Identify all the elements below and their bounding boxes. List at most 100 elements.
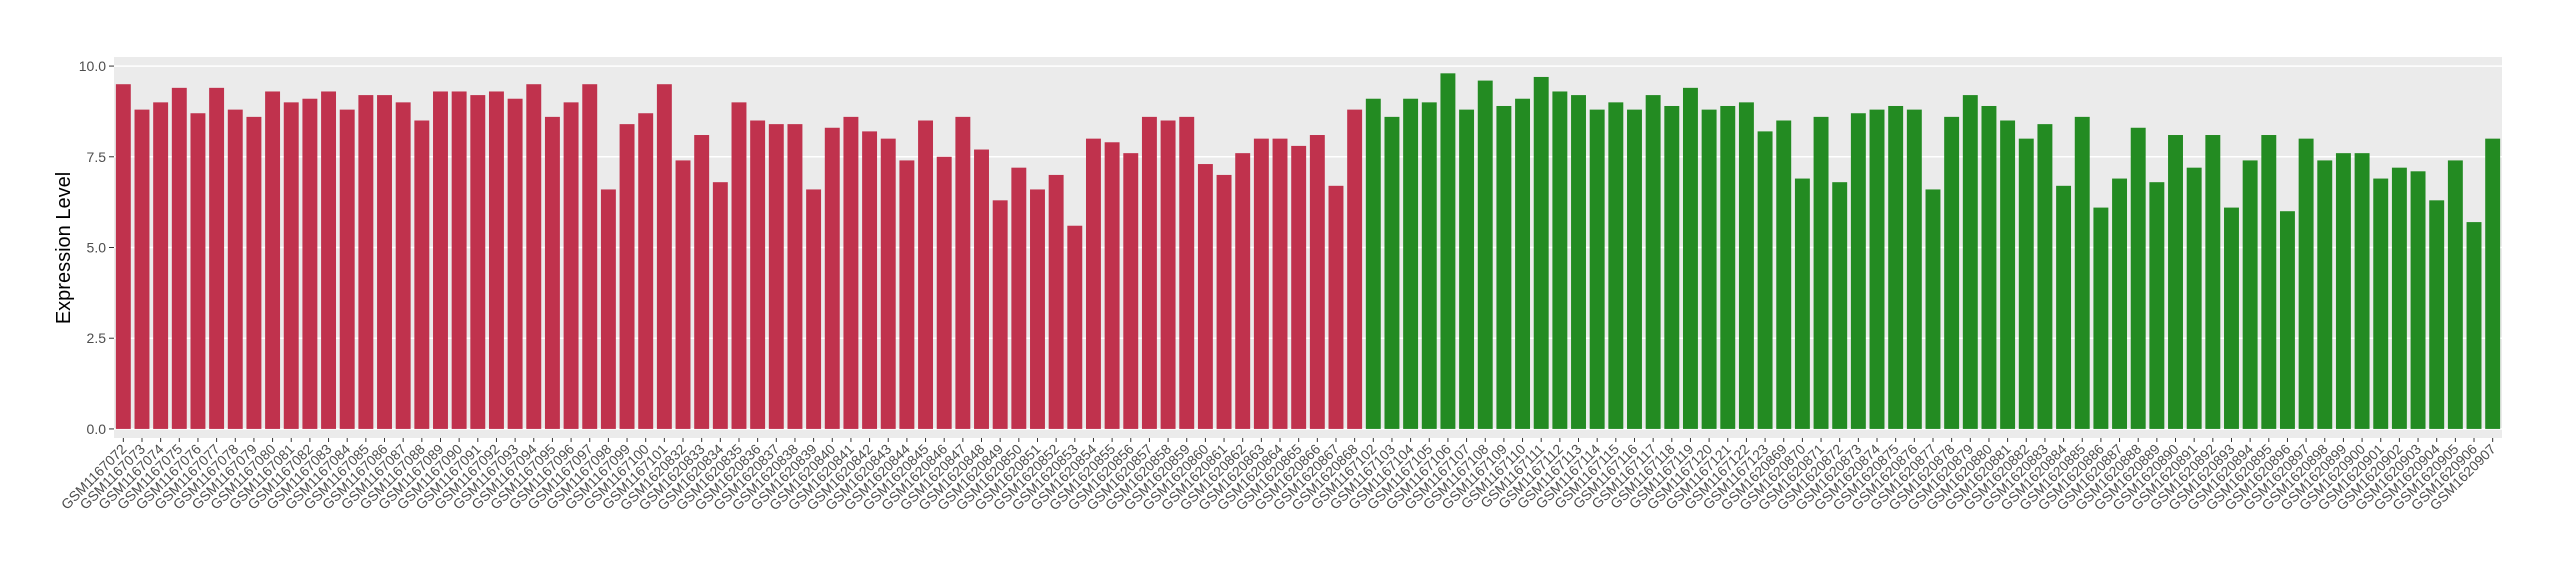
bar: [115, 84, 131, 429]
bar: [2335, 153, 2351, 429]
y-tick-label: 2.5: [87, 330, 107, 346]
bar: [2168, 135, 2183, 429]
bar: [2298, 138, 2314, 429]
bar: [2205, 135, 2221, 429]
bar: [2373, 178, 2389, 429]
bar: [2410, 171, 2426, 429]
bar: [1365, 98, 1381, 429]
bar: [862, 131, 878, 429]
bar: [1813, 116, 1829, 429]
bar: [1608, 102, 1624, 429]
bar: [1925, 189, 1941, 429]
bar: [1197, 164, 1213, 429]
bar: [1906, 109, 1922, 429]
bar: [638, 113, 654, 429]
bar: [2093, 207, 2109, 429]
bar: [1794, 178, 1810, 429]
bar: [1869, 109, 1885, 429]
bar: [302, 98, 318, 429]
bar: [1850, 113, 1866, 429]
bar: [1272, 138, 1288, 429]
bar: [1981, 105, 1997, 429]
bar: [1738, 102, 1754, 429]
bar: [1123, 153, 1139, 429]
bar: [2242, 160, 2258, 429]
bar: [1496, 105, 1512, 429]
bar: [768, 124, 784, 429]
bar: [1682, 87, 1698, 429]
bar: [2112, 178, 2128, 429]
bar: [1533, 76, 1549, 429]
bar: [1645, 95, 1661, 429]
bar: [2074, 116, 2090, 429]
bar: [563, 102, 579, 429]
bar: [2224, 207, 2239, 429]
bar: [1253, 138, 1269, 429]
bar: [1403, 98, 1419, 429]
bar: [414, 120, 430, 429]
bar: [227, 109, 243, 429]
bar: [731, 102, 747, 429]
bar: [1962, 95, 1978, 429]
bar: [2037, 124, 2053, 429]
bar: [488, 91, 504, 429]
bar: [171, 87, 187, 429]
bar: [843, 116, 859, 429]
bar: [656, 84, 672, 429]
bar: [2466, 222, 2482, 429]
bar: [1589, 109, 1605, 429]
bar: [1440, 73, 1456, 429]
y-axis-label: Expression Level: [53, 172, 75, 324]
bar: [712, 182, 728, 429]
bar: [2391, 167, 2407, 429]
bar: [2354, 153, 2370, 429]
bar: [1888, 105, 1904, 429]
bar: [1757, 131, 1773, 429]
bar: [339, 109, 355, 429]
bar: [1515, 98, 1531, 429]
bar: [1011, 167, 1027, 429]
bar: [787, 124, 803, 429]
bar: [283, 102, 299, 429]
bar: [1048, 174, 1064, 429]
bar: [2279, 211, 2295, 429]
bar: [600, 189, 616, 429]
bar: [526, 84, 542, 429]
bar: [974, 149, 989, 429]
bar: [2018, 138, 2034, 429]
bar: [2000, 120, 2016, 429]
bar: [1067, 225, 1083, 429]
bar: [1347, 109, 1363, 429]
bar: [2056, 185, 2072, 429]
bar: [1459, 109, 1475, 429]
bar: [694, 135, 710, 429]
bar: [1160, 120, 1176, 429]
bar: [1664, 105, 1680, 429]
bar: [750, 120, 766, 429]
bar: [1552, 91, 1568, 429]
bar: [1477, 80, 1493, 429]
bar: [1421, 102, 1437, 429]
bar: [619, 124, 635, 429]
bar: [1776, 120, 1792, 429]
bar: [265, 91, 281, 429]
bar: [395, 102, 411, 429]
bar: [675, 160, 691, 429]
y-tick-label: 0.0: [87, 421, 107, 437]
bar: [880, 138, 896, 429]
bar: [321, 91, 337, 429]
bar: [1627, 109, 1642, 429]
bar: [377, 95, 392, 429]
bar: [134, 109, 150, 429]
bar: [936, 156, 952, 429]
bar: [992, 200, 1008, 429]
bar: [507, 98, 523, 429]
bar: [2130, 127, 2146, 429]
bar: [1291, 145, 1307, 429]
bar: [1085, 138, 1101, 429]
bar: [918, 120, 934, 429]
bar: [1141, 116, 1157, 429]
bar: [1309, 135, 1325, 429]
bar: [1701, 109, 1717, 429]
bar: [153, 102, 169, 429]
